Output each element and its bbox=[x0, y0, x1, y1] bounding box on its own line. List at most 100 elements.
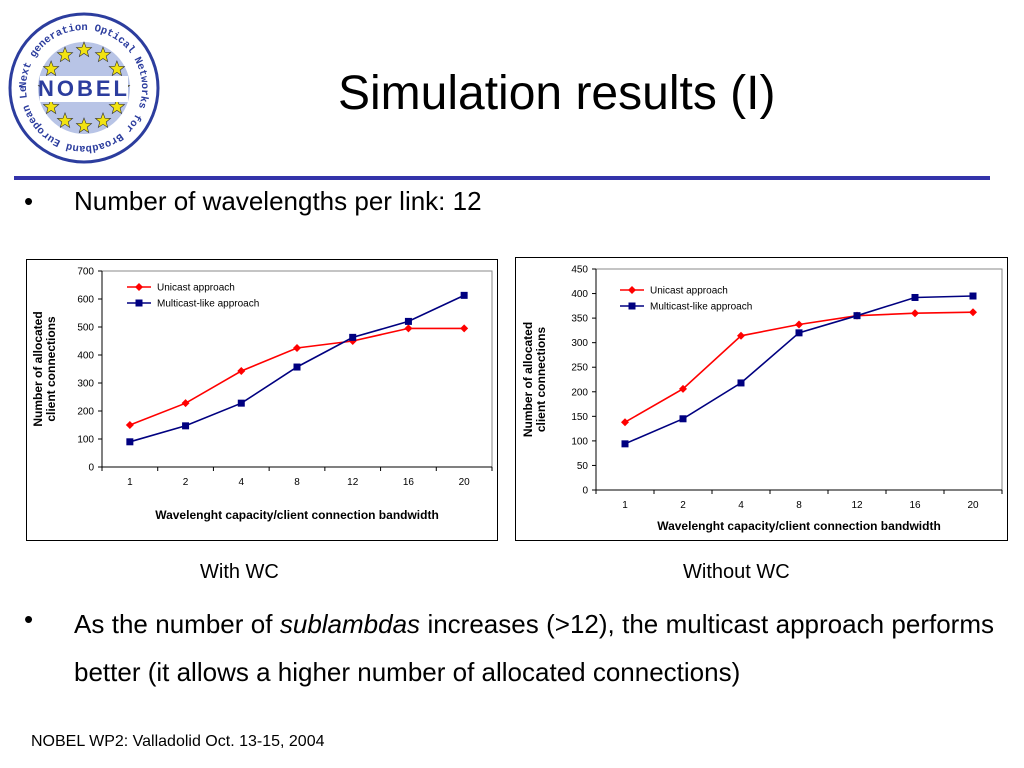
footer-text: NOBEL WP2: Valladolid Oct. 13-15, 2004 bbox=[31, 733, 325, 750]
y-tick-label: 200 bbox=[571, 387, 588, 398]
x-tick-label: 4 bbox=[239, 477, 245, 488]
y-tick-label: 200 bbox=[77, 407, 94, 418]
y-tick-label: 600 bbox=[77, 295, 94, 306]
bullet-conclusion-text-2: increases (>12), the multicast approach … bbox=[74, 609, 994, 687]
y-tick-label: 450 bbox=[571, 265, 588, 276]
y-tick-label: 400 bbox=[571, 289, 588, 300]
y-tick-label: 50 bbox=[577, 461, 589, 472]
data-point-multicast bbox=[182, 422, 190, 430]
x-tick-label: 8 bbox=[796, 500, 802, 511]
x-tick-label: 16 bbox=[403, 477, 415, 488]
data-point-multicast bbox=[795, 329, 803, 337]
x-tick-label: 2 bbox=[680, 500, 686, 511]
data-point-multicast bbox=[679, 415, 687, 423]
data-point-unicast bbox=[737, 331, 745, 340]
data-point-unicast bbox=[460, 324, 469, 333]
x-axis-label: Wavelenght capacity/client connection ba… bbox=[657, 519, 941, 533]
logo-star bbox=[75, 41, 93, 58]
caption-without-wc: Without WC bbox=[683, 561, 790, 583]
y-tick-label: 100 bbox=[571, 436, 588, 447]
data-point-unicast bbox=[969, 308, 977, 317]
legend-marker bbox=[135, 283, 143, 291]
y-tick-label: 0 bbox=[88, 463, 94, 474]
data-point-unicast bbox=[621, 418, 629, 427]
y-tick-label: 300 bbox=[571, 338, 588, 349]
data-point-multicast bbox=[349, 333, 357, 341]
logo-ring-border bbox=[8, 12, 160, 164]
logo-star bbox=[56, 46, 74, 63]
x-tick-label: 20 bbox=[459, 477, 471, 488]
x-tick-label: 20 bbox=[967, 500, 979, 511]
bullet-marker: • bbox=[24, 186, 34, 216]
logo-star bbox=[94, 46, 112, 63]
logo-star bbox=[42, 60, 60, 77]
legend-marker bbox=[135, 299, 143, 307]
caption-with-wc: With WC bbox=[200, 561, 279, 583]
x-tick-label: 12 bbox=[347, 477, 359, 488]
nobel-logo: Next generation Optical Networks for Bro… bbox=[6, 10, 160, 164]
y-axis-label: client connections bbox=[44, 316, 58, 422]
x-tick-label: 1 bbox=[127, 477, 133, 488]
y-tick-label: 500 bbox=[77, 323, 94, 334]
logo-star bbox=[42, 98, 60, 115]
y-axis-label: Number of allocated bbox=[521, 322, 535, 437]
y-tick-label: 100 bbox=[77, 435, 94, 446]
data-point-multicast bbox=[621, 440, 629, 448]
data-point-unicast bbox=[911, 309, 919, 318]
chart-without-wc: 0 50 100 150 200 250 300 350 400 450 1 2 4 8 12 16 20 Wav… bbox=[515, 257, 1008, 541]
y-axis-label: Number of allocated bbox=[31, 311, 45, 426]
data-point-unicast bbox=[795, 320, 803, 329]
y-axis-label: client connections bbox=[534, 327, 548, 433]
legend-label: Multicast-like approach bbox=[650, 302, 752, 313]
y-tick-label: 400 bbox=[77, 351, 94, 362]
bullet-conclusion-emphasis: sublambdas bbox=[279, 609, 421, 639]
chart-with-wc: 0 100 200 300 400 500 600 700 1 2 4 8 12 16 20 Waveleng… bbox=[26, 259, 498, 541]
logo-star bbox=[94, 112, 112, 129]
bullet-marker: • bbox=[24, 604, 34, 634]
logo-star bbox=[56, 112, 74, 129]
y-tick-label: 350 bbox=[571, 314, 588, 325]
logo-star bbox=[75, 117, 93, 134]
data-point-multicast bbox=[404, 317, 412, 325]
series-line-unicast bbox=[129, 327, 465, 426]
data-point-unicast bbox=[679, 384, 687, 393]
data-point-multicast bbox=[911, 293, 919, 301]
x-tick-label: 4 bbox=[738, 500, 744, 511]
data-point-unicast bbox=[404, 324, 413, 333]
logo-text-band bbox=[40, 76, 128, 102]
data-point-unicast bbox=[237, 366, 246, 375]
bullet-wavelengths: Number of wavelengths per link: 12 bbox=[74, 186, 482, 216]
bullet-conclusion: As the number of sublambdas increases (>… bbox=[74, 600, 994, 696]
data-point-multicast bbox=[237, 399, 245, 407]
x-tick-label: 12 bbox=[851, 500, 863, 511]
title-divider bbox=[14, 176, 990, 180]
legend-label: Multicast-like approach bbox=[157, 299, 259, 310]
data-point-unicast bbox=[293, 344, 301, 352]
data-point-multicast bbox=[460, 291, 468, 299]
x-axis-label: Wavelenght capacity/client connection ba… bbox=[155, 508, 439, 522]
logo-star bbox=[108, 98, 126, 115]
data-point-multicast bbox=[293, 363, 301, 371]
logo-name: NOBEL bbox=[38, 76, 130, 101]
x-tick-label: 16 bbox=[909, 500, 921, 511]
x-tick-label: 1 bbox=[622, 500, 628, 511]
x-tick-label: 2 bbox=[183, 477, 189, 488]
y-tick-label: 250 bbox=[571, 363, 588, 374]
y-tick-label: 300 bbox=[77, 379, 94, 390]
data-point-unicast bbox=[125, 421, 134, 429]
slide-title: Simulation results (I) bbox=[338, 67, 776, 120]
x-tick-label: 8 bbox=[294, 477, 300, 488]
y-tick-label: 0 bbox=[582, 486, 588, 497]
y-tick-label: 150 bbox=[571, 412, 588, 423]
y-tick-label: 700 bbox=[77, 267, 94, 278]
bullet-conclusion-text-1: As the number of bbox=[74, 609, 280, 639]
series-line-multicast bbox=[624, 295, 974, 445]
data-point-multicast bbox=[969, 292, 977, 300]
legend-label: Unicast approach bbox=[650, 286, 728, 297]
data-point-multicast bbox=[126, 438, 134, 446]
data-point-unicast bbox=[181, 399, 190, 408]
data-point-multicast bbox=[853, 312, 861, 320]
data-point-multicast bbox=[737, 379, 745, 387]
